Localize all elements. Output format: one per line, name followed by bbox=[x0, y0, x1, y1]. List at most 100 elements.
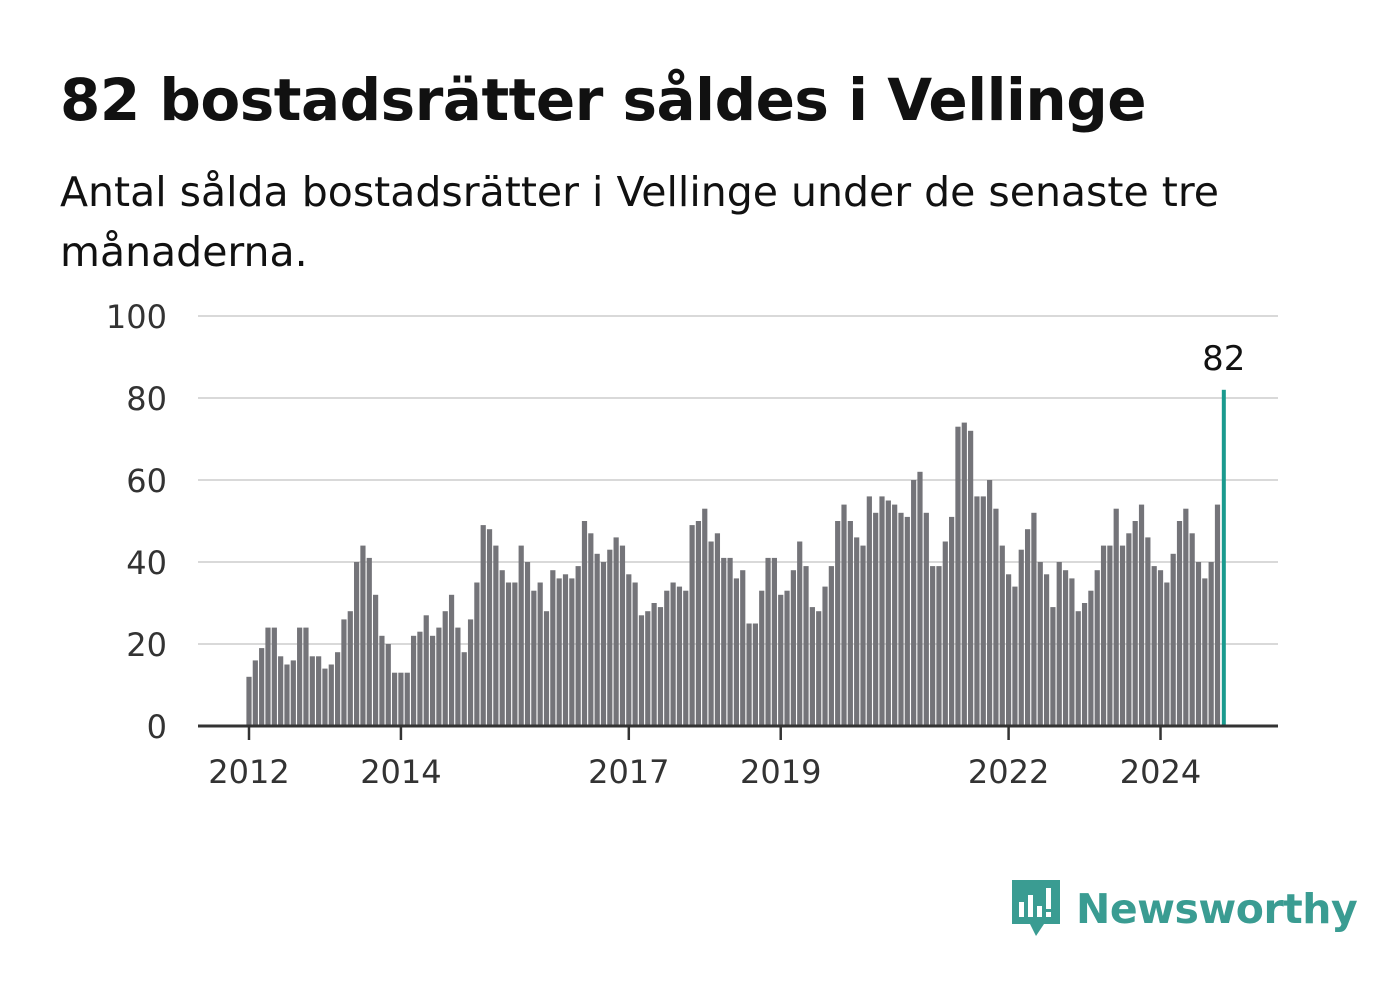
bar bbox=[531, 590, 537, 726]
bar bbox=[309, 656, 315, 726]
bar bbox=[354, 562, 360, 726]
bar bbox=[493, 545, 499, 726]
bar bbox=[1170, 553, 1176, 726]
bar bbox=[588, 533, 594, 726]
bar bbox=[1043, 574, 1050, 726]
bars bbox=[246, 389, 1226, 726]
bar bbox=[980, 496, 986, 726]
bar bbox=[626, 574, 632, 726]
bar bbox=[455, 627, 461, 726]
bar bbox=[778, 594, 784, 726]
bar bbox=[569, 578, 575, 726]
bar bbox=[252, 660, 258, 726]
bar bbox=[1107, 545, 1113, 726]
bar bbox=[417, 631, 423, 726]
x-axis bbox=[198, 724, 1278, 740]
bar bbox=[562, 574, 569, 726]
bar bbox=[1126, 533, 1132, 726]
bar bbox=[860, 545, 866, 726]
bar bbox=[961, 422, 967, 726]
bar bbox=[638, 615, 645, 726]
bar bbox=[429, 635, 436, 726]
bar bbox=[1094, 570, 1100, 726]
bar bbox=[1012, 586, 1018, 726]
bar bbox=[1164, 582, 1170, 726]
bar bbox=[999, 545, 1005, 726]
bar bbox=[1062, 570, 1069, 726]
bar bbox=[746, 623, 752, 726]
bar bbox=[607, 549, 613, 726]
bar bbox=[1037, 562, 1043, 726]
bar bbox=[335, 652, 341, 726]
bar bbox=[873, 512, 879, 726]
x-tick-label: 2014 bbox=[360, 753, 441, 791]
bar bbox=[1006, 574, 1012, 726]
bar bbox=[1081, 603, 1088, 726]
bar bbox=[733, 578, 740, 726]
x-tick-label: 2019 bbox=[740, 753, 821, 791]
bar bbox=[657, 607, 664, 726]
bar bbox=[575, 566, 581, 726]
y-tick-label: 100 bbox=[106, 298, 167, 336]
bar bbox=[664, 590, 670, 726]
bar bbox=[949, 516, 955, 726]
bar bbox=[1050, 607, 1056, 726]
newsworthy-logo: Newsworthy bbox=[1010, 878, 1358, 940]
bar bbox=[784, 590, 790, 726]
bar bbox=[898, 512, 904, 726]
bar bbox=[645, 611, 651, 726]
bar bbox=[436, 627, 442, 726]
bar bbox=[974, 496, 980, 726]
bar bbox=[385, 644, 391, 726]
bar bbox=[461, 652, 467, 726]
bar bbox=[727, 557, 733, 726]
bar bbox=[809, 607, 815, 726]
bar bbox=[1088, 590, 1094, 726]
bar bbox=[1214, 504, 1221, 726]
bar bbox=[303, 627, 309, 726]
bar bbox=[683, 590, 689, 726]
chart-subtitle: Antal sålda bostadsrätter i Vellinge und… bbox=[60, 168, 1220, 276]
bar bbox=[391, 672, 398, 726]
bar bbox=[474, 582, 480, 726]
bar bbox=[341, 619, 347, 726]
bar bbox=[968, 430, 974, 726]
bar bbox=[379, 635, 385, 726]
highlight-value-label: 82 bbox=[1202, 339, 1245, 379]
bar bbox=[518, 545, 524, 726]
bar bbox=[316, 656, 322, 726]
bar bbox=[689, 525, 695, 726]
newsworthy-logo-icon bbox=[1012, 880, 1060, 936]
bar bbox=[771, 557, 777, 726]
bar bbox=[537, 582, 543, 726]
bar bbox=[708, 541, 714, 726]
bar bbox=[1024, 529, 1031, 726]
bar bbox=[556, 578, 562, 726]
bar bbox=[505, 582, 512, 726]
bar bbox=[398, 672, 404, 726]
bar bbox=[297, 627, 303, 726]
bar bbox=[1018, 549, 1024, 726]
bar bbox=[1075, 611, 1081, 726]
bar bbox=[373, 594, 379, 726]
bar bbox=[1202, 578, 1208, 726]
bar bbox=[1145, 537, 1151, 726]
x-tick-label: 2022 bbox=[968, 753, 1049, 791]
bar bbox=[246, 676, 252, 726]
bar bbox=[822, 586, 828, 726]
bar bbox=[930, 566, 936, 726]
bar bbox=[854, 537, 860, 726]
x-tick-label: 2017 bbox=[588, 753, 669, 791]
bar bbox=[600, 562, 607, 726]
chart-title: 82 bostadsrätter såldes i Vellinge bbox=[60, 66, 1147, 134]
bar bbox=[1056, 562, 1062, 726]
bar bbox=[594, 553, 600, 726]
bar bbox=[1138, 504, 1145, 726]
bar bbox=[1100, 545, 1107, 726]
bar bbox=[885, 500, 891, 726]
bar bbox=[581, 521, 588, 726]
bar bbox=[721, 557, 727, 726]
x-axis-tick-labels: 2012 2014 2017 2019 2022 2024 bbox=[208, 753, 1201, 791]
bar bbox=[714, 533, 721, 726]
x-tick-label: 2024 bbox=[1120, 753, 1201, 791]
